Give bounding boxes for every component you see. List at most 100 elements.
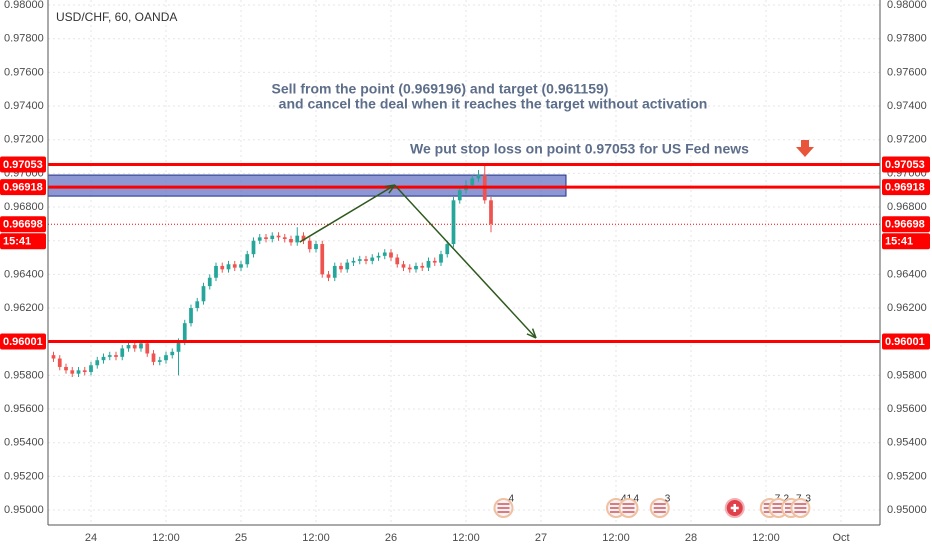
y-tick-label: 0.95600 — [4, 403, 44, 415]
y-tick-label: 0.95800 — [4, 369, 44, 381]
y-tick-label: 0.95400 — [887, 437, 927, 449]
candle-body — [245, 254, 250, 265]
candle-body — [276, 235, 281, 238]
candle-body — [295, 235, 300, 243]
event-cross — [730, 504, 739, 512]
x-tick-label: 26 — [385, 532, 397, 544]
x-tick-label: 12:00 — [752, 532, 780, 544]
candle-body — [145, 343, 150, 354]
candle-body — [407, 267, 412, 270]
candle-body — [314, 244, 318, 250]
candle-body — [120, 348, 125, 357]
countdown-tag-label: 15:41 — [3, 236, 31, 248]
candle-body — [164, 355, 168, 361]
x-tick-label: Oct — [832, 532, 849, 544]
candle-body — [489, 200, 493, 224]
level-tag — [882, 333, 930, 350]
last-price-tag — [0, 216, 46, 233]
candle-body — [351, 260, 356, 263]
y-tick-label: 0.95200 — [4, 470, 44, 482]
candle-body — [251, 240, 256, 255]
arrow-head — [526, 328, 537, 339]
down-arrow-icon — [796, 140, 814, 157]
candle-body — [395, 257, 400, 265]
level-tag — [882, 179, 930, 196]
candle-body — [282, 237, 287, 240]
y-tick-label: 0.97400 — [887, 100, 927, 112]
candle-body — [76, 370, 81, 374]
candle-body — [176, 341, 181, 352]
candle-body — [239, 264, 243, 268]
level-tag-label: 0.97053 — [885, 159, 925, 171]
y-tick-label: 0.98000 — [4, 0, 44, 11]
y-tick-label: 0.97200 — [4, 134, 44, 146]
countdown-tag — [0, 233, 46, 250]
level-tag-label: 0.96918 — [885, 182, 925, 194]
level-tag — [0, 179, 46, 196]
level-tag — [0, 156, 46, 173]
level-tag-label: 0.97053 — [3, 159, 43, 171]
candle-body — [357, 259, 362, 261]
y-tick-label: 0.96200 — [887, 302, 927, 314]
candle-body — [214, 265, 218, 278]
y-tick-label: 0.96800 — [4, 201, 44, 213]
candle-body — [376, 255, 381, 258]
candle-body — [264, 237, 268, 240]
plot: 441437273 — [47, 0, 880, 525]
x-tick-label: 12:00 — [452, 532, 480, 544]
candle-body — [101, 356, 106, 361]
last-price-tag-label: 0.96698 — [885, 219, 925, 231]
y-tick-label: 0.97800 — [887, 33, 927, 45]
candle-body — [332, 265, 337, 278]
candle-body — [320, 244, 325, 275]
candle-body — [439, 254, 443, 263]
candle-body — [364, 259, 368, 261]
candle-body — [457, 190, 462, 201]
level-tag — [0, 333, 46, 350]
annotation: We put stop loss on point 0.97053 for US… — [410, 141, 749, 157]
candle-body — [114, 355, 118, 357]
candle-body — [257, 237, 262, 241]
x-tick-label: 28 — [685, 532, 697, 544]
level-tag — [882, 156, 930, 173]
candle-body — [226, 264, 231, 270]
annotation: and cancel the deal when it reaches the … — [279, 96, 708, 112]
y-tick-label: 0.95800 — [887, 369, 927, 381]
level-tag-label: 0.96001 — [3, 336, 43, 348]
event-flag — [497, 503, 510, 513]
y-tick-label: 0.98000 — [887, 0, 927, 11]
x-tick-label: 12:00 — [302, 532, 330, 544]
candle-body — [414, 265, 418, 270]
candle-body — [270, 235, 275, 240]
candle-body — [64, 366, 68, 371]
y-tick-label: 0.97600 — [4, 66, 44, 78]
candle-body — [189, 308, 193, 324]
candle-body — [182, 323, 187, 342]
event-flag — [794, 503, 807, 513]
y-tick-label: 0.95200 — [887, 470, 927, 482]
countdown-tag-label: 15:41 — [885, 236, 913, 248]
zone — [47, 174, 567, 197]
level-tag-label: 0.96918 — [3, 182, 43, 194]
candle-body — [89, 365, 93, 372]
event-flag — [653, 503, 666, 513]
x-tick-label: 25 — [235, 532, 247, 544]
y-tick-label: 0.96400 — [4, 268, 44, 280]
y-tick-label: 0.96800 — [887, 201, 927, 213]
candle-body — [51, 355, 56, 359]
y-tick-label: 0.97400 — [4, 100, 44, 112]
candle-body — [157, 360, 162, 362]
candle-body — [151, 353, 156, 362]
candle-body — [432, 260, 437, 263]
level-tag-label: 0.96001 — [885, 336, 925, 348]
candle-body — [301, 235, 306, 241]
candle-body — [326, 274, 331, 278]
event-label: 3 — [665, 494, 671, 505]
event-flag — [622, 503, 635, 513]
candle-body — [389, 252, 393, 258]
countdown-tag — [882, 233, 930, 250]
candle-body — [476, 175, 481, 179]
event-label: 4 — [509, 494, 515, 505]
last-price-tag — [882, 216, 930, 233]
candle-body — [220, 265, 225, 270]
